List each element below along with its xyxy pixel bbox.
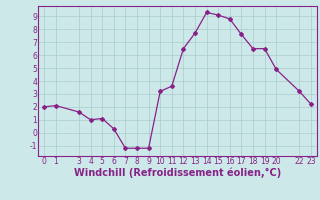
- X-axis label: Windchill (Refroidissement éolien,°C): Windchill (Refroidissement éolien,°C): [74, 168, 281, 178]
